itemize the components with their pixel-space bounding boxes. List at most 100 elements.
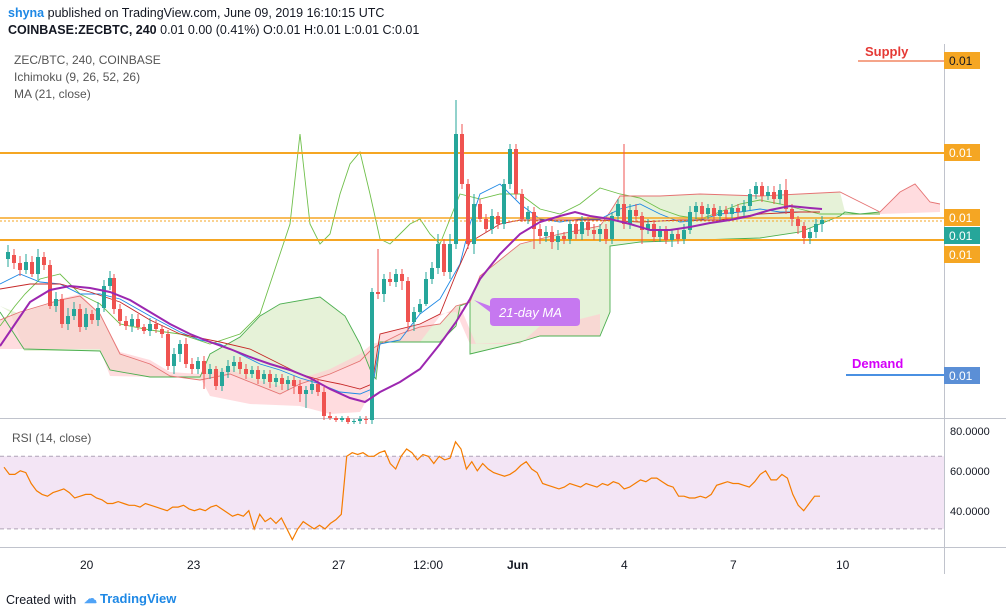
candle-body-118	[712, 208, 716, 216]
candle-body-2	[18, 263, 22, 270]
candle-body-60	[364, 419, 368, 420]
candle-body-53	[322, 392, 326, 416]
candle-body-5	[36, 257, 40, 274]
candle-body-85	[514, 149, 518, 194]
candle-body-106	[640, 216, 644, 230]
candle-body-25	[154, 324, 158, 329]
candle-body-33	[202, 361, 206, 374]
ma-callout-text: 21-day MA	[498, 305, 562, 320]
candle-body-82	[496, 216, 500, 224]
candle-body-59	[358, 419, 362, 421]
candle-body-62	[376, 292, 380, 294]
candle-body-70	[424, 279, 428, 304]
rsi-axis: 80.0000 60.0000 40.0000	[950, 426, 990, 518]
candle-body-121	[730, 208, 734, 214]
candle-body-80	[484, 219, 488, 229]
candle-body-42	[256, 370, 260, 379]
chart-area[interactable]: ZEC/BTC, 240, COINBASE Ichimoku (9, 26, …	[0, 44, 1006, 584]
candle-body-94	[568, 224, 572, 239]
candle-body-111	[670, 234, 674, 240]
candle-body-46	[280, 378, 284, 384]
candle-body-26	[160, 329, 164, 334]
publish-line: shyna published on TradingView.com, June…	[8, 6, 384, 20]
candle-body-45	[274, 378, 278, 382]
candle-body-97	[586, 222, 590, 230]
candle-body-39	[238, 362, 242, 369]
cloud-red-future	[840, 184, 940, 216]
candle-body-68	[412, 312, 416, 322]
candle-body-124	[748, 194, 752, 206]
candle-body-28	[172, 354, 176, 366]
rsi-label-80: 80.0000	[950, 426, 990, 438]
candle-body-27	[166, 334, 170, 366]
candle-body-83	[502, 184, 506, 224]
candle-body-104	[628, 210, 632, 224]
demand-label: Demand	[852, 356, 903, 371]
candle-body-130	[784, 190, 788, 209]
username[interactable]: shyna	[8, 6, 45, 20]
candle-body-52	[316, 384, 320, 392]
candle-body-81	[490, 216, 494, 229]
candle-body-66	[400, 274, 404, 281]
created-with-text: Created with	[6, 593, 77, 607]
candle-body-102	[616, 204, 620, 216]
candle-body-49	[298, 386, 302, 394]
candle-body-75	[454, 134, 458, 244]
candle-body-30	[184, 344, 188, 364]
candle-body-90	[544, 232, 548, 236]
time-label-1200: 12:00	[413, 558, 443, 572]
candle-body-113	[682, 230, 686, 239]
candle-body-36	[220, 372, 224, 386]
candle-body-23	[142, 327, 146, 331]
candle-body-131	[790, 209, 794, 219]
kijun-line	[0, 211, 820, 390]
candle-body-47	[286, 380, 290, 384]
time-axis[interactable]: 20 23 27 12:00 Jun 4 7 10	[80, 558, 850, 572]
price-tag-demand	[944, 367, 980, 384]
time-label-27: 27	[332, 558, 346, 572]
candle-body-9	[60, 299, 64, 324]
candle-body-37	[226, 366, 230, 372]
candle-body-8	[54, 299, 58, 306]
symbol-info-line: COINBASE:ZECBTC, 240 0.01 0.00 (0.41%) O…	[8, 23, 419, 37]
candle-body-19	[118, 309, 122, 321]
candle-body-95	[574, 224, 578, 234]
candle-body-71	[430, 268, 434, 279]
candle-body-58	[352, 421, 356, 422]
time-label-23: 23	[187, 558, 201, 572]
price-label-6: 0.01	[949, 369, 973, 383]
candle-body-57	[346, 418, 350, 422]
candles[interactable]	[6, 100, 824, 424]
candle-body-10	[66, 316, 70, 324]
candle-body-135	[814, 224, 818, 232]
tradingview-logo[interactable]: ☁ TradingView	[84, 591, 176, 607]
candle-body-20	[124, 321, 128, 326]
candle-body-65	[394, 274, 398, 282]
candle-body-0	[6, 252, 10, 259]
symbol-name: COINBASE:ZECBTC, 240	[8, 23, 157, 37]
legend-rsi: RSI (14, close)	[12, 431, 91, 445]
candle-body-6	[42, 257, 46, 265]
candle-body-11	[72, 309, 76, 316]
candle-body-93	[562, 236, 566, 239]
candle-body-133	[802, 226, 806, 238]
candle-body-16	[102, 286, 106, 308]
time-label-20: 20	[80, 558, 94, 572]
time-label-10: 10	[836, 558, 850, 572]
candle-body-125	[754, 186, 758, 194]
time-label-4: 4	[621, 558, 628, 572]
rsi-indicator[interactable]	[0, 440, 944, 542]
candle-body-73	[442, 244, 446, 272]
footer: Created with ☁ TradingView	[0, 585, 1006, 615]
candle-body-119	[718, 210, 722, 216]
candle-body-67	[406, 281, 410, 322]
candle-body-38	[232, 362, 236, 366]
price-axis[interactable]: 0.01 0.01 0.01 0.01 0.01 0.01	[944, 52, 980, 384]
candle-body-13	[84, 314, 88, 327]
candle-body-43	[262, 374, 266, 379]
candle-body-12	[78, 309, 82, 327]
price-label-3: 0.01	[949, 211, 973, 225]
candle-body-7	[48, 265, 52, 306]
candle-body-115	[694, 206, 698, 212]
ma-callout: 21-day MA	[474, 298, 580, 326]
